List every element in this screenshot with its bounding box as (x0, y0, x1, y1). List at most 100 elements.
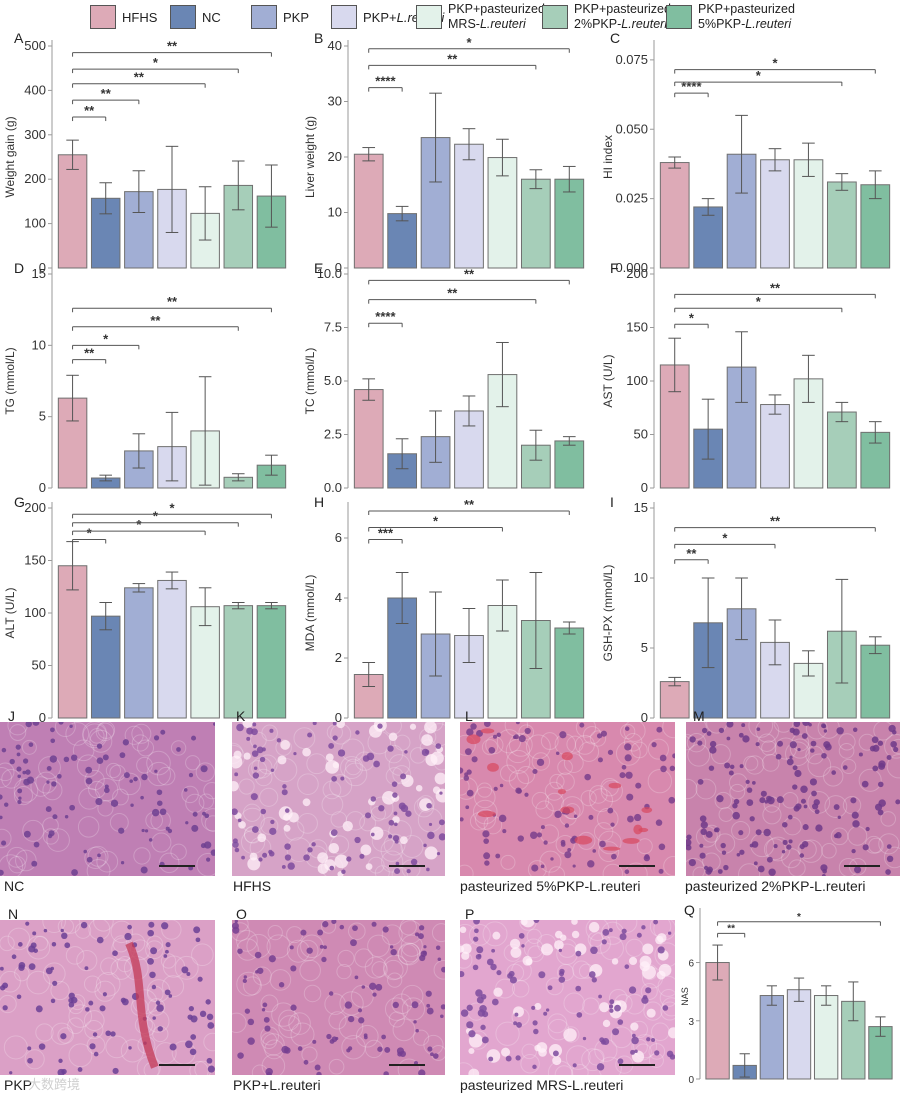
cell-outline (401, 997, 426, 1021)
nucleus (724, 762, 731, 769)
cell-outline (198, 793, 214, 809)
nucleus (154, 769, 158, 773)
red-blood-cell (557, 788, 567, 795)
nucleus (810, 740, 817, 747)
chart-panel-i: I GSH-PX (mmol/L) 0 5 10 15 ** * ** (596, 490, 900, 725)
legend: HFHSNCPKPPKP+L.reuteriPKP+pasteurizedMRS… (0, 0, 900, 40)
nucleus (45, 967, 53, 975)
cell-outline (838, 858, 858, 876)
cell-outline (161, 920, 182, 940)
significance-label: ** (101, 86, 112, 101)
legend-swatch (170, 5, 196, 29)
cell-outline (324, 993, 346, 1015)
nucleus (22, 770, 27, 775)
nucleus (176, 747, 181, 752)
nucleus (243, 975, 247, 979)
nucleus (657, 946, 665, 954)
lipid-vacuole (317, 852, 329, 864)
cell-outline (884, 734, 900, 759)
nucleus (688, 858, 696, 867)
cell-outline (124, 725, 144, 745)
significance-label: ** (770, 514, 781, 529)
nucleus (460, 767, 464, 774)
lipid-vacuole (283, 824, 291, 832)
nucleus (152, 1016, 156, 1020)
cell-outline (82, 722, 108, 746)
histology-caption: NC (4, 878, 25, 894)
histology-texture (0, 920, 215, 1075)
cell-outline (401, 859, 421, 876)
nucleus (872, 744, 880, 752)
nucleus (151, 808, 160, 817)
lipid-vacuole (435, 788, 445, 803)
nucleus (659, 754, 667, 762)
nucleus (667, 931, 672, 935)
nucleus (435, 945, 441, 950)
y-tick-label: 4 (335, 590, 342, 605)
nucleus (886, 855, 894, 863)
cell-outline (170, 843, 187, 861)
nucleus (823, 741, 831, 749)
nucleus (893, 746, 899, 753)
nucleus (776, 796, 784, 804)
cell-outline (336, 964, 352, 980)
bar (353, 389, 384, 489)
y-axis-title: Liver weight (g) (303, 116, 317, 198)
bar (520, 178, 551, 269)
y-tick-label: 50 (32, 658, 46, 673)
nucleus (488, 1056, 494, 1062)
cell-outline (821, 842, 837, 859)
cell-outline (743, 755, 759, 771)
nucleus (617, 1058, 624, 1065)
nucleus (579, 722, 585, 728)
lipid-vacuole (421, 734, 433, 746)
histology-texture (232, 722, 445, 876)
nucleus (205, 999, 211, 1005)
cell-outline (161, 975, 185, 998)
cell-outline (337, 949, 355, 967)
cell-outline (278, 1009, 300, 1031)
nucleus (69, 804, 76, 811)
significance-label: * (153, 509, 159, 524)
cell-outline (170, 740, 187, 756)
panel-label: Q (684, 902, 695, 918)
cell-outline (286, 939, 310, 963)
y-tick-label: 6 (688, 959, 694, 970)
nucleus (4, 802, 9, 807)
nucleus (104, 787, 110, 794)
nucleus (257, 967, 264, 974)
cell-outline (65, 946, 85, 965)
lipid-vacuole (238, 820, 246, 829)
legend-label: PKP (283, 9, 310, 25)
cell-outline (433, 960, 445, 980)
nucleus (68, 1001, 75, 1008)
nucleus (490, 963, 497, 971)
bar (813, 995, 839, 1080)
lipid-vacuole (365, 863, 373, 870)
cell-outline (354, 948, 374, 968)
cell-outline (400, 934, 423, 957)
lipid-vacuole (602, 1019, 611, 1028)
nucleus (885, 869, 891, 875)
legend-label: HFHS (122, 9, 158, 25)
y-tick-label: 300 (24, 127, 46, 142)
bar (860, 644, 891, 719)
nucleus (2, 1005, 8, 1011)
nucleus (38, 1043, 46, 1050)
y-axis-title: TG (mmol/L) (3, 347, 17, 414)
cell-outline (118, 772, 141, 796)
nucleus (404, 750, 408, 754)
nucleus (164, 989, 171, 996)
cell-outline (615, 920, 638, 934)
cell-outline (76, 950, 98, 972)
lipid-vacuole (232, 755, 243, 769)
nucleus (432, 1053, 439, 1059)
nucleus (28, 742, 34, 747)
cell-outline (481, 739, 499, 756)
nucleus (810, 748, 815, 753)
nucleus (405, 810, 412, 817)
cell-outline (84, 846, 107, 870)
nucleus (540, 825, 545, 830)
nucleus (253, 766, 258, 770)
y-tick-label: 10 (328, 205, 342, 220)
